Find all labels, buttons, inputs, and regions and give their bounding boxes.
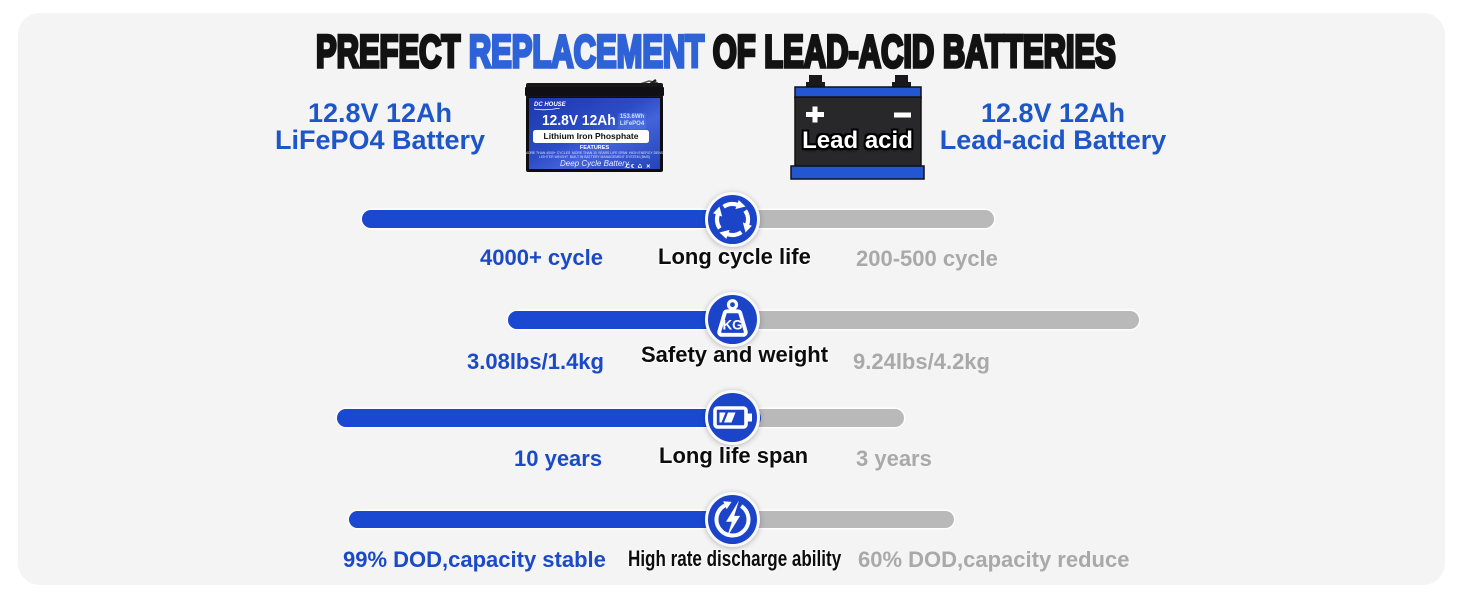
- svg-text:KG: KG: [722, 318, 742, 333]
